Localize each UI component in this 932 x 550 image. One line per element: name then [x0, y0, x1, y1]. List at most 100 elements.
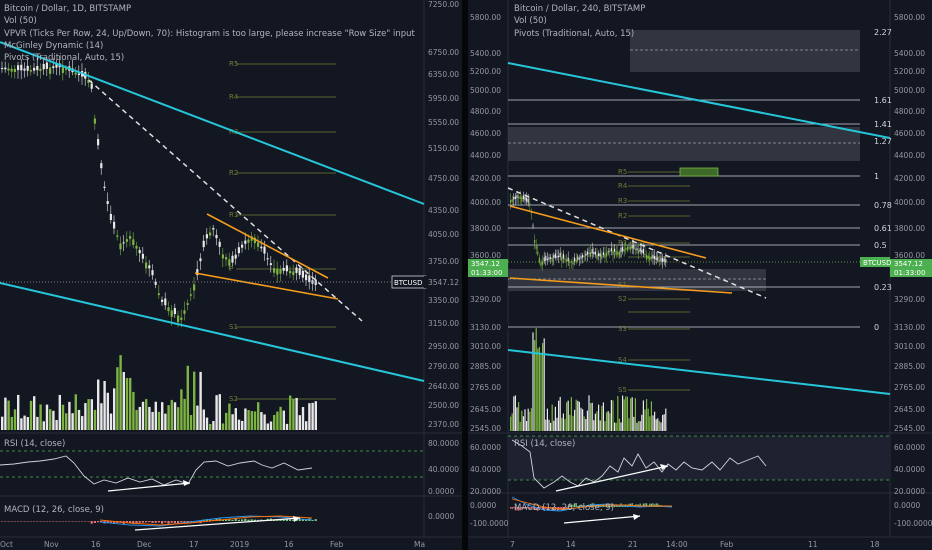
candle-body	[276, 268, 279, 275]
volume-bar	[289, 395, 292, 430]
left-lower-cyan-trendline[interactable]	[0, 282, 425, 382]
candle-body	[122, 242, 125, 244]
candle-body	[247, 239, 250, 243]
macd-bar	[292, 519, 295, 521]
candle-body	[612, 250, 614, 255]
svg-text:1: 1	[874, 172, 879, 181]
volume-bar	[542, 343, 544, 431]
macd-bar	[511, 507, 513, 510]
volume-bar	[610, 400, 612, 431]
svg-text:R2: R2	[229, 169, 238, 177]
svg-text:4400.00: 4400.00	[470, 151, 501, 160]
panel-divider[interactable]	[462, 0, 468, 550]
volume-bar	[551, 404, 553, 431]
left-chart-svg[interactable]: R5 R4 R3 R2 R1 P S1 S2 Bitcoin / Dollar,…	[0, 0, 462, 550]
svg-text:3800.00: 3800.00	[894, 224, 925, 233]
volume-bar	[183, 398, 186, 430]
right-lower-cyan-trendline[interactable]	[507, 349, 891, 395]
svg-text:2640.00: 2640.00	[428, 382, 459, 391]
candle-body	[266, 258, 269, 260]
volume-bar	[74, 394, 77, 430]
left-chart-panel[interactable]: R5 R4 R3 R2 R1 P S1 S2 Bitcoin / Dollar,…	[0, 0, 462, 550]
candle-body	[132, 239, 135, 245]
svg-text:2019: 2019	[230, 540, 249, 549]
macd-bar	[52, 521, 55, 522]
candle-body	[569, 261, 571, 263]
macd-bar	[180, 521, 183, 523]
volume-bar	[590, 403, 592, 431]
right-dashed-trendline[interactable]	[507, 187, 767, 299]
volume-bar	[594, 413, 596, 431]
candle-body	[1, 67, 4, 70]
svg-text:3547.12: 3547.12	[428, 278, 459, 287]
left-dashed-trendline[interactable]	[81, 73, 363, 322]
candle-body	[634, 248, 636, 251]
right-upper-cyan-trendline[interactable]	[507, 62, 891, 139]
candle-body	[135, 245, 138, 249]
left-wedge-lower[interactable]	[194, 272, 339, 300]
volume-bar	[154, 401, 157, 430]
macd-bar	[540, 507, 542, 509]
candle-body	[260, 246, 263, 249]
svg-text:3547.12: 3547.12	[471, 260, 500, 268]
right-wedge-upper[interactable]	[509, 205, 707, 259]
svg-text:Feb: Feb	[330, 540, 344, 549]
candle-body	[618, 251, 620, 256]
candle-body	[39, 68, 42, 71]
volume-bar	[558, 400, 560, 431]
macd-bar	[602, 504, 604, 507]
volume-bar	[215, 395, 218, 430]
volume-bar	[570, 397, 572, 431]
volume-bar	[575, 399, 577, 431]
volume-bar	[662, 415, 664, 431]
volume-bar	[129, 377, 132, 430]
left-wedge-upper[interactable]	[206, 213, 329, 279]
candle-body	[196, 269, 199, 276]
right-left-price-axis[interactable]: 5800.00 5400.00 5200.00 5000.00 4800.00 …	[468, 13, 508, 433]
svg-text:4600.00: 4600.00	[470, 129, 501, 138]
macd-bar	[253, 519, 256, 521]
volume-bar	[562, 413, 564, 431]
candle-body	[620, 247, 622, 253]
left-upper-cyan-trendline[interactable]	[0, 41, 425, 205]
right-right-price-axis[interactable]: 5800.00 5400.00 5200.00 5000.00 4800.00 …	[890, 13, 932, 433]
left-macd-pane[interactable]: MACD (12, 26, close, 9) 0.0000	[1, 505, 454, 531]
svg-text:VPVR (Ticks Per Row, 24, Up/Do: VPVR (Ticks Per Row, 24, Up/Down, 70): H…	[4, 29, 416, 39]
left-time-axis[interactable]: Oct Nov 16 Dec 17 2019 16 Feb Ma	[0, 540, 425, 549]
left-price-axis[interactable]: 7250.00 6750.00 6350.00 5950.00 5550.00 …	[428, 0, 459, 429]
candle-body	[548, 257, 550, 260]
svg-text:Vol (50): Vol (50)	[514, 16, 547, 26]
candle-body	[186, 303, 189, 305]
right-chart-svg[interactable]: 2.27 1.61 1.41 1.27 1 0.78 0.61 0.5 0.23…	[468, 0, 932, 550]
right-wedge-lower[interactable]	[509, 277, 733, 294]
right-macd-pane[interactable]: MACD (12, 26, close, 9) 0.0000 -100.0000…	[470, 496, 932, 528]
candle-body	[273, 268, 276, 273]
svg-text:MACD (12, 26, close, 9): MACD (12, 26, close, 9)	[514, 503, 614, 513]
left-volume-bars	[1, 355, 317, 430]
volume-bar	[649, 416, 651, 431]
left-pivot-lines	[236, 63, 336, 400]
volume-bar	[639, 421, 641, 431]
macd-bar	[77, 521, 80, 522]
volume-bar	[630, 398, 632, 431]
volume-bar	[516, 407, 518, 431]
macd-bar	[113, 521, 116, 524]
right-rsi-pane[interactable]: RSI (14, close) 60.0000 40.0000 20.0000 …	[470, 435, 925, 496]
volume-bar	[586, 410, 588, 431]
candle-body	[644, 253, 646, 256]
volume-bar	[109, 413, 113, 430]
macd-bar	[135, 521, 138, 524]
volume-bar	[20, 418, 23, 430]
macd-bar	[106, 521, 109, 523]
macd-bar	[125, 521, 128, 524]
volume-bar	[569, 414, 571, 431]
candle-body	[574, 257, 576, 262]
right-time-axis[interactable]: 7 14 21 14:00 Feb 11 18	[510, 540, 880, 549]
volume-bar	[578, 401, 580, 431]
volume-bar	[253, 411, 257, 430]
right-chart-panel[interactable]: 2.27 1.61 1.41 1.27 1 0.78 0.61 0.5 0.23…	[468, 0, 932, 550]
volume-bar	[511, 413, 513, 431]
left-rsi-pane[interactable]: RSI (14, close) 80.0000 40.0000 0.0000	[0, 439, 459, 496]
candle-body	[241, 244, 244, 248]
candle-body	[537, 251, 539, 255]
